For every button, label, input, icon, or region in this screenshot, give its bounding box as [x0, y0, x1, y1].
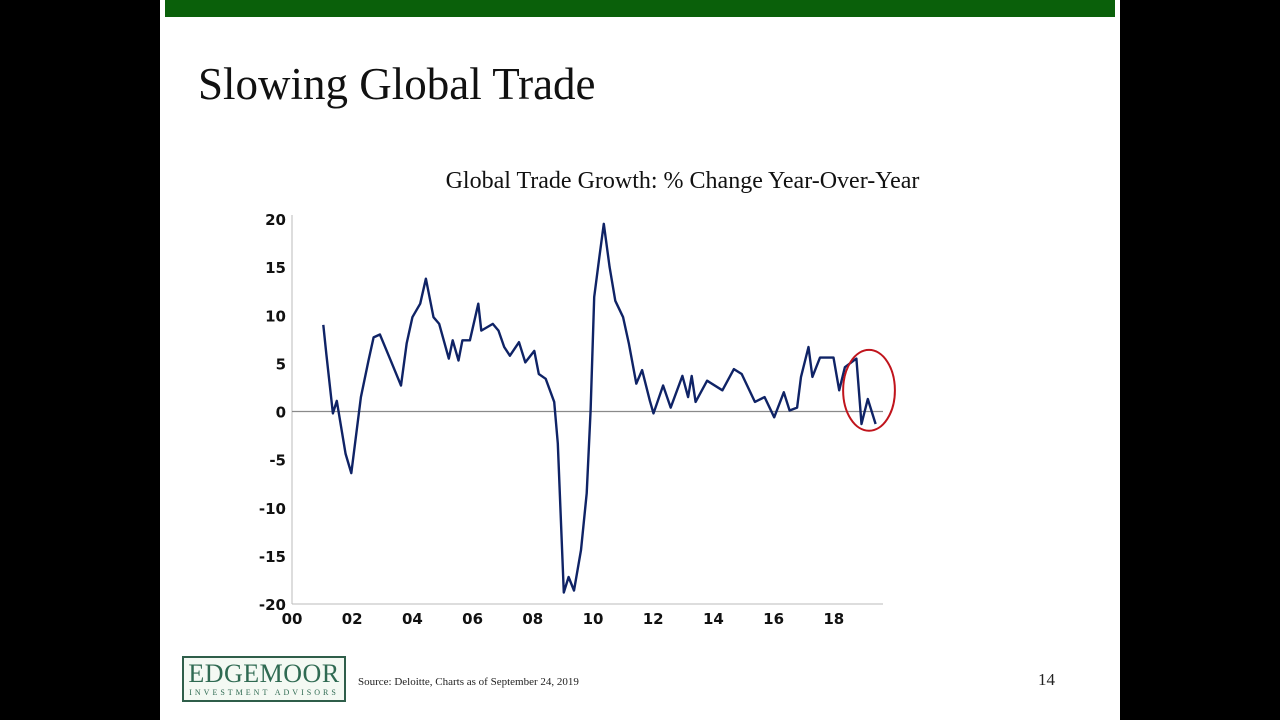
slide: Slowing Global Trade Global Trade Growth… [160, 0, 1120, 720]
highlight-ellipse [842, 348, 896, 432]
trade-growth-line [322, 222, 877, 594]
y-tick-label: 5 [276, 355, 286, 373]
x-tick-label: 12 [643, 610, 664, 628]
edgemoor-logo: EDGEMOOR INVESTMENT ADVISORS [182, 656, 346, 702]
x-tick-label: 18 [823, 610, 844, 628]
source-note: Source: Deloitte, Charts as of September… [358, 676, 579, 688]
x-tick-label: 02 [342, 610, 363, 628]
y-tick-label: 0 [276, 404, 286, 422]
y-tick-label: -20 [259, 596, 286, 614]
x-tick-label: 08 [522, 610, 543, 628]
y-tick-label: 10 [265, 307, 286, 325]
y-tick-label: 15 [265, 259, 286, 277]
page-number: 14 [1038, 670, 1055, 689]
x-tick-label: 10 [583, 610, 604, 628]
x-tick-label: 06 [462, 610, 483, 628]
x-tick-label: 16 [763, 610, 784, 628]
y-tick-label: 20 [265, 211, 286, 229]
x-tick-label: 04 [402, 610, 423, 628]
slide-title: Slowing Global Trade [198, 59, 596, 109]
y-tick-label: -15 [259, 548, 286, 566]
y-tick-label: -5 [269, 452, 286, 470]
chart-title: Global Trade Growth: % Change Year-Over-… [445, 168, 920, 194]
x-tick-label: 14 [703, 610, 724, 628]
top-bar [165, 0, 1115, 17]
y-tick-label: -10 [259, 500, 286, 518]
x-tick-label: 00 [282, 610, 303, 628]
